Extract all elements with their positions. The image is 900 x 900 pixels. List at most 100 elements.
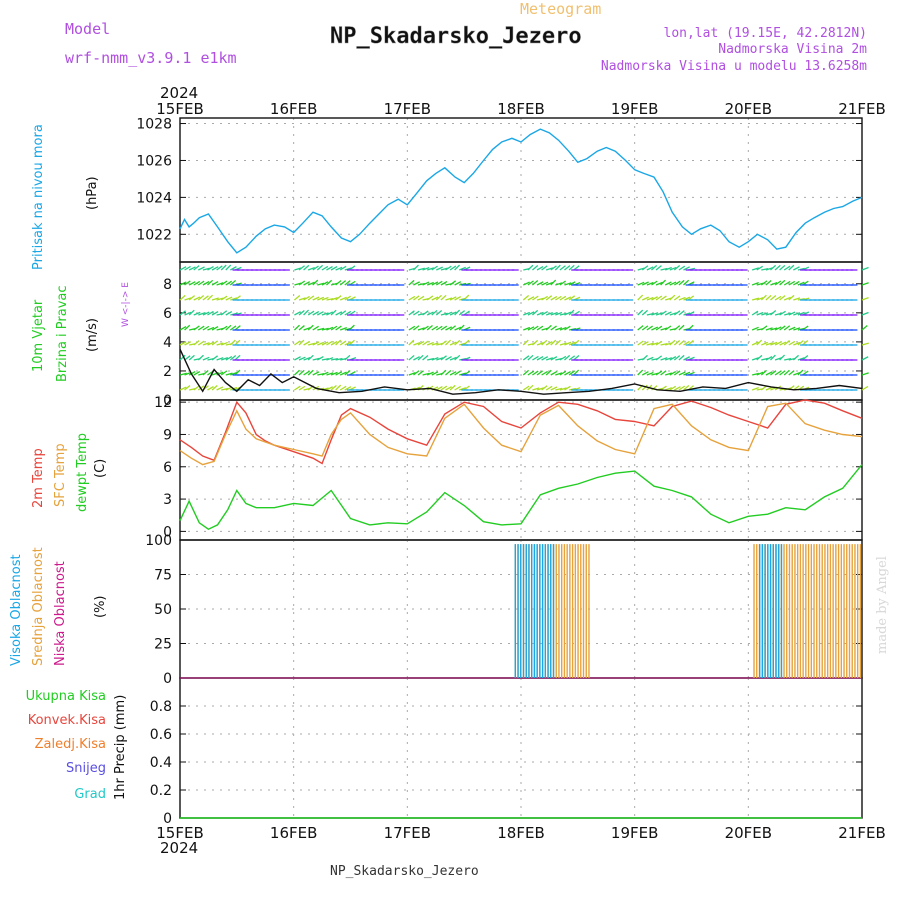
wind-arrow	[431, 281, 439, 286]
wind-arrow	[678, 354, 685, 361]
wind-arrow	[298, 356, 306, 361]
wind-arrow	[198, 266, 205, 271]
wind-arrow	[784, 357, 792, 361]
wind-arrow	[669, 266, 677, 271]
svg-text:Brzina i Pravac: Brzina i Pravac	[55, 285, 70, 382]
wind-arrow	[779, 370, 786, 376]
wind-arrow	[344, 354, 351, 361]
y-tick-label: 6	[163, 306, 172, 322]
wind-arrow	[783, 265, 791, 271]
panel-frame	[179, 399, 863, 541]
wind-arrow	[445, 265, 452, 271]
wind-arrow	[422, 325, 429, 331]
wind-arrow	[760, 294, 767, 301]
wind-arrow	[307, 324, 314, 331]
wind-arrow	[220, 370, 228, 376]
wind-arrow	[335, 339, 342, 346]
wind-arrow	[660, 295, 667, 301]
panel-frames: 102210241026102802468036912025507510000.…	[136, 117, 863, 827]
wind-arrow	[751, 297, 760, 301]
wind-arrow	[344, 386, 352, 391]
wind-arrow	[545, 267, 554, 271]
wind-arrow	[449, 356, 457, 361]
wind-arrow	[797, 357, 805, 361]
wind-arrow	[646, 266, 654, 271]
bottom-tick-label: 21FEB	[838, 824, 885, 842]
wind-arrow	[651, 385, 658, 391]
wind-arrow	[307, 281, 315, 286]
wind-arrow	[568, 370, 576, 376]
wind-arrow	[541, 370, 548, 376]
wind-arrow	[335, 295, 342, 301]
wind-arrow	[294, 311, 301, 316]
wind-arrow	[669, 339, 676, 346]
wind-arrow	[440, 340, 447, 346]
wind-arrow	[555, 282, 563, 286]
wind-arrow	[756, 311, 764, 316]
top-tick-label: 18FEB	[497, 100, 544, 118]
wind-arrow	[770, 282, 778, 286]
wind-arrow	[211, 266, 219, 271]
wind-arrow	[673, 370, 681, 376]
wind-arrow	[536, 356, 544, 361]
wind-arrow	[326, 340, 333, 346]
svg-text:Visoka Oblacnost: Visoka Oblacnost	[9, 554, 24, 666]
wind-arrow	[797, 281, 805, 286]
wind-arrow	[646, 281, 654, 286]
wind-arrow	[230, 312, 238, 316]
wind-arrow	[454, 326, 462, 331]
wind-arrow	[765, 386, 773, 391]
wind-arrow	[188, 370, 196, 376]
y-tick-label: 0	[163, 811, 172, 827]
wind-arrow	[335, 266, 343, 271]
wind-arrow	[307, 354, 314, 361]
wind-arrow	[312, 357, 320, 361]
wind-arrow	[683, 266, 691, 271]
wind-arrow	[788, 294, 795, 301]
wind-arrow	[216, 386, 224, 391]
wind-arrow	[307, 310, 315, 316]
wind-arrow	[211, 384, 218, 391]
wind-arrow	[655, 370, 663, 376]
wind-arrow	[426, 341, 434, 346]
svg-text:(C): (C)	[93, 459, 108, 478]
wind-arrow	[660, 327, 668, 331]
year-top: 2024	[160, 84, 198, 102]
wind-arrow	[655, 340, 663, 346]
wind-arrow	[207, 341, 215, 346]
wind-arrow	[564, 370, 571, 376]
wind-arrow	[522, 339, 529, 346]
wind-arrow	[527, 354, 534, 361]
y-tick-label: 25	[154, 637, 172, 653]
meteogram-label: Meteogram	[520, 0, 601, 18]
panel-frame	[179, 261, 863, 401]
wind-arrow	[197, 340, 205, 346]
wind-arrow	[417, 354, 424, 361]
wind-arrow	[774, 280, 782, 286]
wind-arrow	[550, 295, 558, 301]
wind-arrow	[422, 266, 430, 271]
wind-arrow	[339, 265, 347, 271]
wind-arrow	[463, 294, 470, 301]
series-line-sfc-temp	[179, 402, 863, 466]
wind-arrow	[788, 340, 796, 346]
series-line-10m-vjetar	[179, 348, 863, 395]
svg-text:2m Temp: 2m Temp	[31, 448, 46, 508]
wind-arrow	[522, 355, 530, 361]
footer-station: NP_Skadarsko_Jezero	[330, 864, 479, 879]
wind-arrow	[193, 385, 200, 391]
wind-arrow	[783, 325, 791, 331]
wind-arrow	[422, 372, 430, 376]
wind-arrow	[431, 296, 439, 301]
wind-arrow	[440, 385, 448, 391]
svg-text:1hr Precip (mm): 1hr Precip (mm)	[113, 695, 128, 800]
wind-arrow	[321, 281, 329, 286]
wind-arrow	[784, 312, 792, 316]
wind-arrow	[664, 372, 673, 376]
wind-arrow	[193, 280, 201, 286]
wind-arrow	[440, 325, 448, 331]
y-tick-label: 0	[163, 393, 172, 409]
wind-arrow	[664, 281, 672, 286]
wind-arrow	[220, 264, 227, 271]
wind-arrow	[527, 326, 535, 331]
